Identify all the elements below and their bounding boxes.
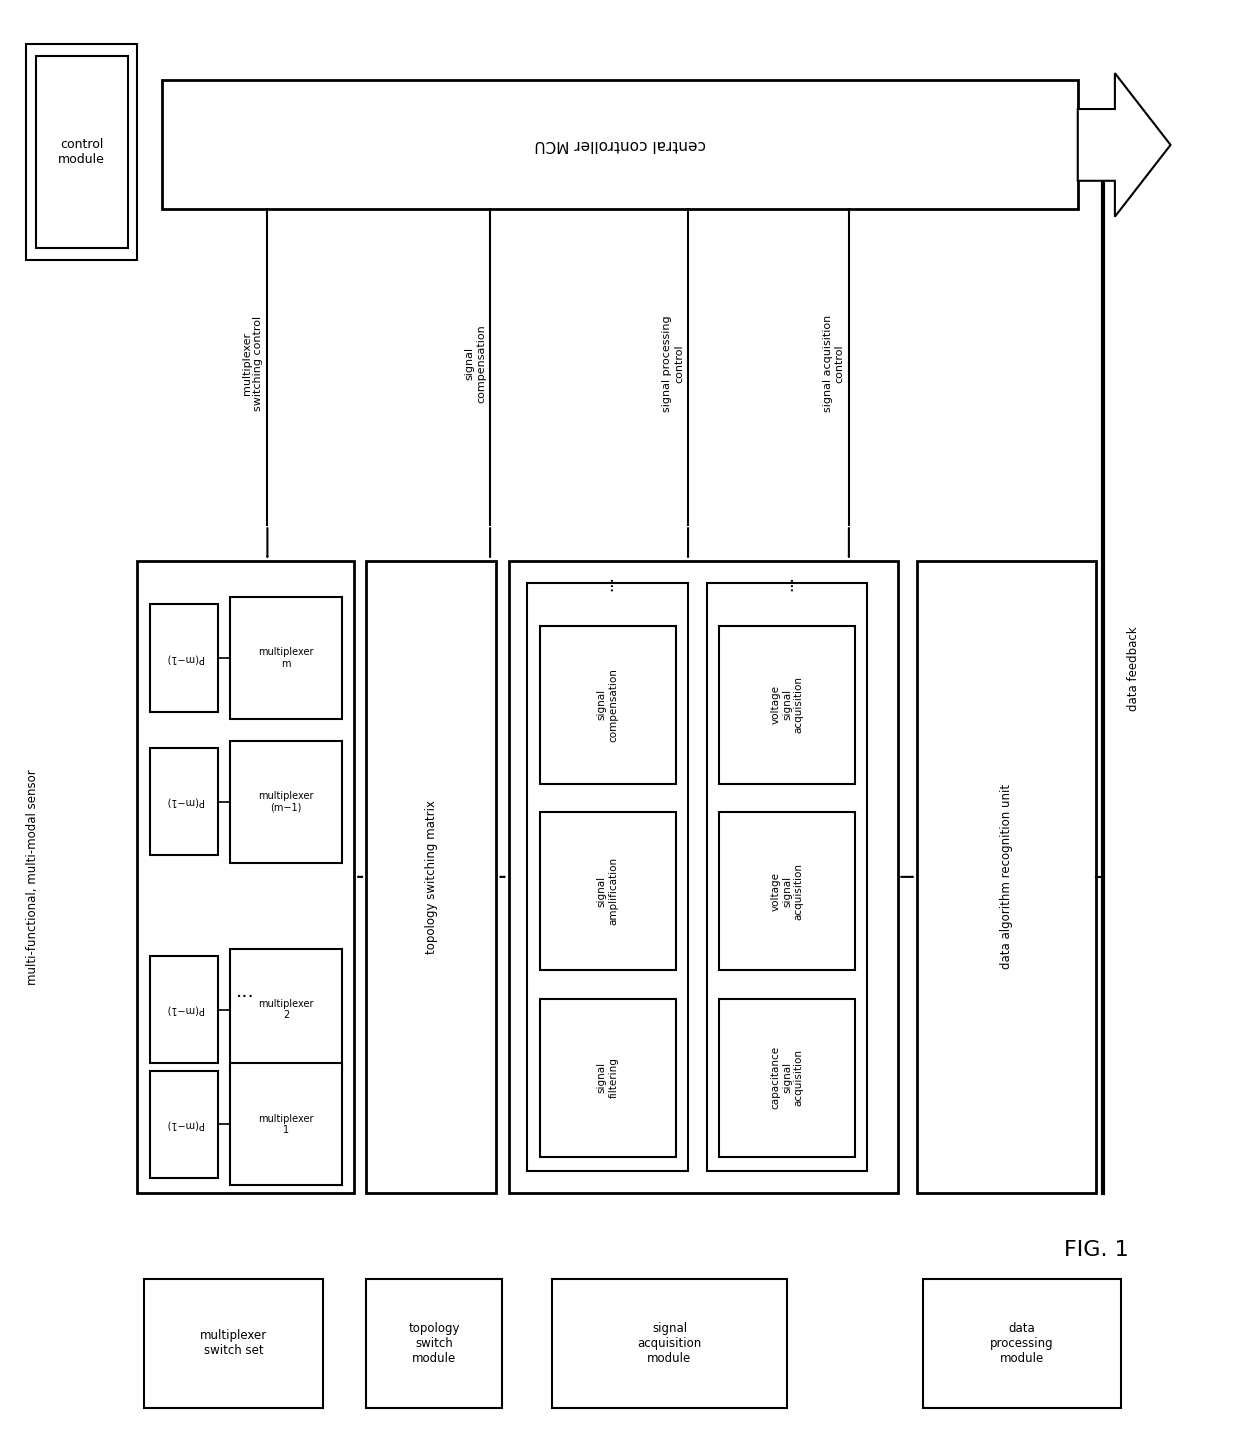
Bar	[508, 561, 898, 1192]
Text: ...: ...	[777, 575, 796, 591]
Bar	[231, 741, 342, 863]
Text: P(m−1): P(m−1)	[165, 653, 202, 663]
Text: topology
switch
module: topology switch module	[409, 1322, 460, 1365]
Bar	[26, 45, 138, 260]
Text: P(m−1): P(m−1)	[165, 1005, 202, 1015]
Bar	[527, 582, 688, 1171]
Text: signal
compensation: signal compensation	[596, 667, 619, 742]
Text: signal
acquisition
module: signal acquisition module	[637, 1322, 702, 1365]
Text: topology switching matrix: topology switching matrix	[425, 800, 438, 953]
Bar	[923, 1278, 1121, 1408]
Bar	[36, 56, 128, 249]
Bar	[366, 561, 496, 1192]
Bar	[150, 1071, 218, 1178]
Text: multiplexer
(m−1): multiplexer (m−1)	[258, 791, 314, 812]
Text: FIG. 1: FIG. 1	[1064, 1240, 1128, 1260]
Bar	[162, 81, 1078, 210]
Bar	[231, 597, 342, 719]
Bar	[552, 1278, 787, 1408]
Text: multiplexer
2: multiplexer 2	[258, 999, 314, 1021]
Text: signal
filtering: signal filtering	[596, 1057, 619, 1099]
Text: data algorithm recognition unit: data algorithm recognition unit	[1001, 784, 1013, 969]
Bar	[719, 999, 856, 1156]
Text: signal
amplification: signal amplification	[596, 857, 619, 925]
Text: P(m−1): P(m−1)	[165, 1119, 202, 1129]
Bar	[539, 626, 676, 784]
Text: multiplexer
switch set: multiplexer switch set	[200, 1329, 267, 1357]
Bar	[150, 748, 218, 856]
Bar	[231, 1064, 342, 1185]
Polygon shape	[1078, 73, 1171, 217]
Text: P(m−1): P(m−1)	[165, 797, 202, 807]
Text: ...: ...	[237, 982, 255, 1001]
Text: signal acquisition
control: signal acquisition control	[823, 315, 844, 413]
Text: multi-functional, multi-modal sensor: multi-functional, multi-modal sensor	[26, 769, 38, 985]
Text: multiplexer
switching control: multiplexer switching control	[242, 316, 263, 411]
Text: voltage
signal
acquisition: voltage signal acquisition	[770, 863, 804, 920]
Bar	[916, 561, 1096, 1192]
Text: capacitance
signal
acquisition: capacitance signal acquisition	[770, 1047, 804, 1109]
Text: multiplexer
1: multiplexer 1	[258, 1113, 314, 1135]
Bar	[144, 1278, 324, 1408]
Text: signal
compensation: signal compensation	[465, 325, 486, 403]
Text: central controller MCU: central controller MCU	[534, 138, 706, 152]
Text: multiplexer
m: multiplexer m	[258, 647, 314, 669]
Bar	[539, 812, 676, 971]
Text: voltage
signal
acquisition: voltage signal acquisition	[770, 676, 804, 733]
Bar	[231, 949, 342, 1071]
Bar	[539, 999, 676, 1156]
Bar	[150, 604, 218, 712]
Bar	[719, 626, 856, 784]
Bar	[150, 956, 218, 1064]
Text: data
processing
module: data processing module	[991, 1322, 1054, 1365]
Text: signal processing
control: signal processing control	[662, 315, 684, 413]
Bar	[719, 812, 856, 971]
Bar	[707, 582, 868, 1171]
Text: data feedback: data feedback	[1127, 627, 1140, 710]
Bar	[138, 561, 353, 1192]
Bar	[366, 1278, 502, 1408]
Text: control
module: control module	[58, 138, 105, 165]
Text: ...: ...	[599, 575, 616, 591]
